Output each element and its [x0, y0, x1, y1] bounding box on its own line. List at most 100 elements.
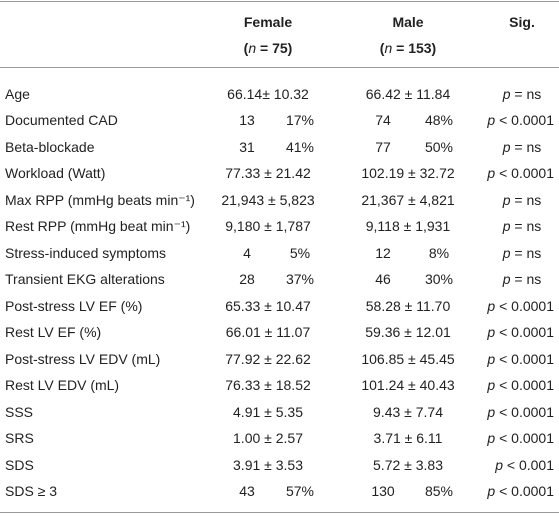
text: < 0.0001 — [495, 165, 554, 182]
text: SSS — [5, 403, 34, 420]
row-label: Age — [5, 86, 30, 102]
text: < 0.0001 — [495, 324, 554, 341]
text: 9,180 ± 1,787 — [225, 218, 311, 235]
sig: p < 0.0001 — [487, 112, 554, 128]
text: = ns — [510, 218, 542, 235]
row-label: Transient EKG alterations — [5, 271, 165, 287]
row-label: Workload (Watt) — [5, 165, 105, 181]
value: 5% — [290, 245, 310, 261]
text: 85% — [424, 483, 454, 500]
text: p — [487, 350, 496, 367]
rule — [0, 67, 559, 68]
value: 58.28 ± 11.70 — [366, 298, 451, 314]
text: p — [502, 138, 511, 155]
value: 50% — [425, 139, 453, 155]
text: 5.72 ± 3.83 — [373, 456, 443, 473]
text: 58.28 ± 11.70 — [365, 297, 451, 314]
text: p — [487, 112, 496, 129]
text: 9,118 ± 1,931 — [365, 218, 451, 235]
text: 46 — [375, 271, 391, 288]
text: 41% — [285, 138, 315, 155]
text: 37% — [285, 271, 315, 288]
sig: p < 0.0001 — [487, 483, 554, 499]
value: 48% — [425, 112, 453, 128]
text: Max RPP (mmHg beats min⁻¹) — [5, 191, 195, 208]
value: 21,943 ± 5,823 — [221, 192, 314, 208]
value: 8% — [429, 245, 449, 261]
sig: p < 0.0001 — [487, 377, 554, 393]
sig: p = ns — [503, 139, 542, 155]
text: p — [487, 297, 496, 314]
text: = 153) — [392, 40, 437, 56]
header-n: (n = 75) — [244, 40, 293, 56]
text: p — [487, 483, 496, 500]
text: 9.43 ± 7.74 — [373, 403, 443, 420]
text: 106.85 ± 45.45 — [361, 350, 455, 367]
sig: p < 0.0001 — [487, 430, 554, 446]
text: 59.36 ± 12.01 — [365, 324, 451, 341]
text: Female — [243, 14, 293, 30]
rule — [0, 1, 559, 2]
text: 4 — [243, 244, 251, 261]
text: = ns — [510, 138, 542, 155]
row-label: Rest RPP (mmHg beat min⁻¹) — [5, 218, 190, 234]
text: < 0.001 — [503, 456, 554, 473]
text: p — [487, 430, 496, 447]
sig: p < 0.001 — [495, 457, 554, 473]
text: 74 — [375, 112, 391, 129]
value: 28 — [239, 271, 255, 287]
text: 3.91 ± 3.53 — [233, 456, 303, 473]
row-label: Rest LV EF (%) — [5, 324, 101, 340]
sig: p < 0.0001 — [487, 351, 554, 367]
value: 102.19 ± 32.72 — [361, 165, 454, 181]
text: SDS ≥ 3 — [5, 483, 58, 500]
text: 66.01 ± 11.07 — [225, 324, 311, 341]
text: 101.24 ± 40.43 — [361, 377, 455, 394]
value: 77.92 ± 22.62 — [225, 351, 311, 367]
text: Age — [5, 86, 30, 102]
value: 77 — [375, 139, 391, 155]
sig: p < 0.0001 — [487, 165, 554, 181]
text: 48% — [424, 112, 454, 129]
text: ( — [379, 40, 385, 56]
text: Post-stress LV EF (%) — [5, 297, 143, 314]
text: = ns — [510, 271, 542, 288]
text: 43 — [239, 483, 255, 500]
text: < 0.0001 — [495, 112, 554, 129]
value: 4 — [243, 245, 251, 261]
value: 85% — [425, 483, 453, 499]
text: < 0.0001 — [495, 377, 554, 394]
text: 31 — [239, 138, 255, 155]
value: 76.33 ± 18.52 — [225, 377, 311, 393]
value: 59.36 ± 12.01 — [365, 324, 451, 340]
header-sig: Sig. — [509, 14, 535, 30]
value: 74 — [375, 112, 391, 128]
row-label: Post-stress LV EF (%) — [5, 298, 142, 314]
row-label: SDS ≥ 3 — [5, 483, 57, 499]
text: 66.42 ± 11.84 — [365, 86, 451, 102]
text: 5% — [289, 244, 311, 261]
value: 13 — [239, 112, 255, 128]
sig: p = ns — [503, 86, 542, 102]
sig: p = ns — [503, 192, 542, 208]
value: 4.91 ± 5.35 — [233, 404, 303, 420]
value: 9.43 ± 7.74 — [373, 404, 443, 420]
text: Post-stress LV EDV (mL) — [5, 350, 161, 367]
text: < 0.0001 — [495, 403, 554, 420]
text: 77.33 ± 21.42 — [225, 165, 311, 182]
text: < 0.0001 — [495, 297, 554, 314]
sig: p < 0.0001 — [487, 404, 554, 420]
text: 77 — [375, 138, 391, 155]
row-label: SSS — [5, 404, 33, 420]
text: 30% — [424, 271, 454, 288]
text: < 0.0001 — [495, 430, 554, 447]
text: 8% — [428, 244, 450, 261]
text: p — [487, 403, 496, 420]
value: 37% — [286, 271, 314, 287]
text: Workload (Watt) — [5, 165, 106, 182]
text: Rest RPP (mmHg beat min⁻¹) — [5, 218, 191, 235]
text: 50% — [424, 138, 454, 155]
value: 31 — [239, 139, 255, 155]
value: 43 — [239, 483, 255, 499]
sig: p = ns — [503, 245, 542, 261]
